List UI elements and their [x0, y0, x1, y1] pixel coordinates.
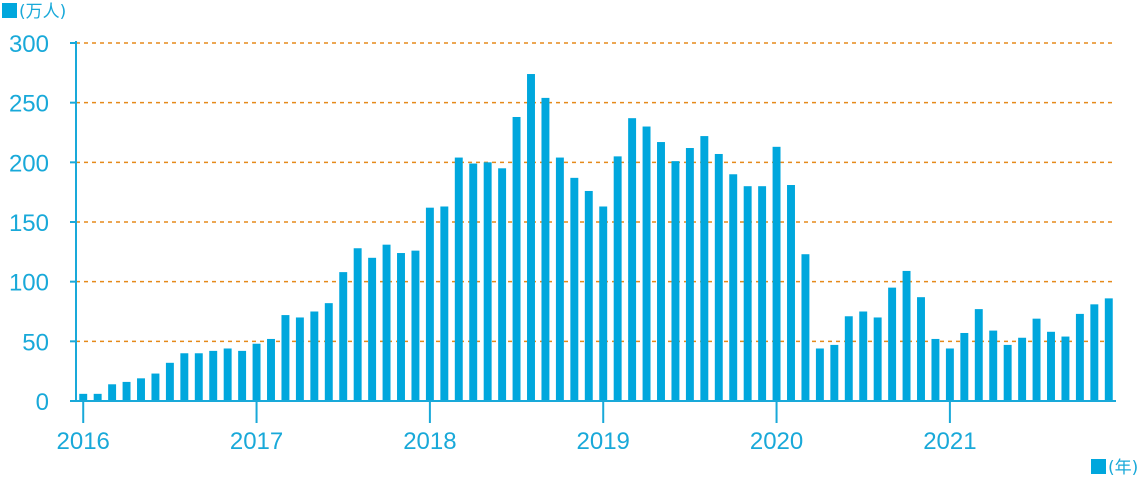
bar-5: [151, 373, 160, 401]
bar-49: [787, 185, 795, 401]
bar-69: [1075, 313, 1084, 401]
bar-26: [454, 157, 463, 401]
bar-2: [108, 384, 117, 401]
bar-1: [93, 393, 102, 401]
bar-27: [469, 163, 478, 401]
bar-23: [411, 250, 420, 401]
bar-60: [945, 348, 954, 401]
bar-31: [527, 74, 535, 401]
bar-41: [671, 161, 680, 401]
bar-54: [859, 311, 868, 401]
bar-55: [873, 317, 882, 401]
bar-63: [989, 330, 998, 401]
bar-47: [758, 186, 767, 401]
x-tick-label-2019: 2019: [577, 428, 630, 455]
bar-15: [295, 317, 304, 401]
bar-52: [830, 344, 839, 401]
bar-13: [267, 338, 275, 401]
bar-4: [137, 378, 145, 401]
bar-32: [541, 97, 550, 401]
bar-42: [685, 148, 694, 401]
bar-22: [397, 253, 405, 401]
bar-33: [555, 157, 564, 401]
bar-30: [512, 116, 521, 402]
bar-9: [209, 350, 218, 401]
bar-19: [353, 248, 362, 401]
bar-56: [888, 287, 897, 401]
y-tick-label-150: 150: [9, 210, 49, 237]
bar-3: [122, 381, 131, 401]
bar-62: [974, 309, 983, 401]
bar-48: [772, 146, 781, 401]
x-axis-unit-label: (年): [1108, 458, 1138, 478]
bar-29: [498, 168, 507, 401]
y-tick-label-50: 50: [22, 329, 49, 356]
x-tick-label-2016: 2016: [57, 428, 110, 455]
bar-71: [1104, 298, 1113, 401]
x-tick-labels: 2016 2017 2018 2019 2020 2021: [57, 428, 977, 455]
bar-64: [1003, 344, 1012, 401]
bar-39: [642, 126, 651, 401]
bar-20: [368, 257, 377, 401]
bar-59: [931, 338, 940, 401]
bar-17: [324, 303, 333, 401]
bar-40: [657, 142, 665, 402]
bar-16: [310, 311, 319, 401]
y-tick-label-100: 100: [9, 270, 49, 297]
bar-57: [902, 270, 911, 401]
bars: [79, 74, 1113, 402]
bar-34: [570, 177, 579, 401]
bar-53: [844, 316, 853, 401]
bar-46: [743, 186, 752, 401]
x-tick-label-2017: 2017: [230, 428, 283, 455]
bar-10: [223, 348, 232, 401]
y-tick-label-200: 200: [9, 150, 49, 177]
bar-28: [483, 162, 492, 401]
y-tick-labels: 0 50 100 150 200 250 300: [9, 31, 49, 416]
x-unit-legend-square: [1091, 459, 1106, 474]
bar-18: [339, 272, 348, 401]
bar-43: [700, 136, 709, 401]
bar-50: [801, 254, 810, 401]
bar-11: [238, 350, 247, 401]
y-axis-unit-label: (万人): [19, 2, 66, 22]
bar-14: [281, 315, 290, 401]
bar-65: [1018, 337, 1027, 401]
y-unit-legend-square: [2, 3, 17, 18]
bar-24: [425, 207, 434, 401]
x-tick-label-2020: 2020: [750, 428, 803, 455]
bar-0: [79, 393, 88, 401]
bar-7: [180, 353, 189, 401]
bar-68: [1061, 336, 1070, 401]
bar-38: [628, 118, 637, 402]
x-tick-label-2018: 2018: [403, 428, 456, 455]
bar-61: [960, 332, 969, 401]
bar-45: [729, 174, 738, 401]
axes: [70, 41, 1116, 423]
bar-8: [194, 353, 203, 401]
bar-21: [382, 244, 391, 401]
bar-25: [440, 206, 449, 401]
y-tick-label-250: 250: [9, 91, 49, 118]
bar-37: [613, 156, 622, 401]
bar-36: [599, 206, 608, 401]
bar-12: [252, 343, 261, 401]
bar-35: [584, 190, 593, 401]
bar-58: [917, 297, 925, 401]
bar-66: [1032, 318, 1041, 401]
y-tick-label-0: 0: [36, 389, 49, 416]
bar-51: [815, 348, 824, 401]
grid-lines: [76, 42, 1116, 343]
bar-6: [165, 362, 174, 401]
bar-70: [1090, 304, 1099, 401]
bar-44: [714, 153, 723, 401]
x-tick-label-2021: 2021: [923, 428, 976, 455]
bar-67: [1047, 331, 1055, 401]
y-tick-label-300: 300: [9, 31, 49, 58]
